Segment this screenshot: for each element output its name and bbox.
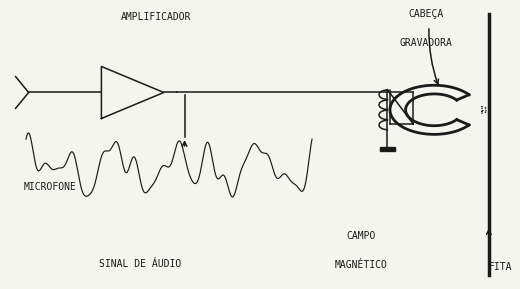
Text: SINAL DE ÁUDIO: SINAL DE ÁUDIO: [99, 259, 181, 269]
Text: GRAVADORA: GRAVADORA: [400, 38, 453, 48]
Text: MAGNÉTICO: MAGNÉTICO: [335, 260, 388, 270]
Text: FITA: FITA: [489, 262, 512, 272]
Text: AMPLIFICADOR: AMPLIFICADOR: [121, 12, 191, 22]
Text: CABEÇA: CABEÇA: [409, 9, 444, 19]
Text: CAMPO: CAMPO: [347, 231, 376, 241]
Text: MICROFONE: MICROFONE: [23, 182, 76, 192]
Bar: [380, 147, 395, 151]
